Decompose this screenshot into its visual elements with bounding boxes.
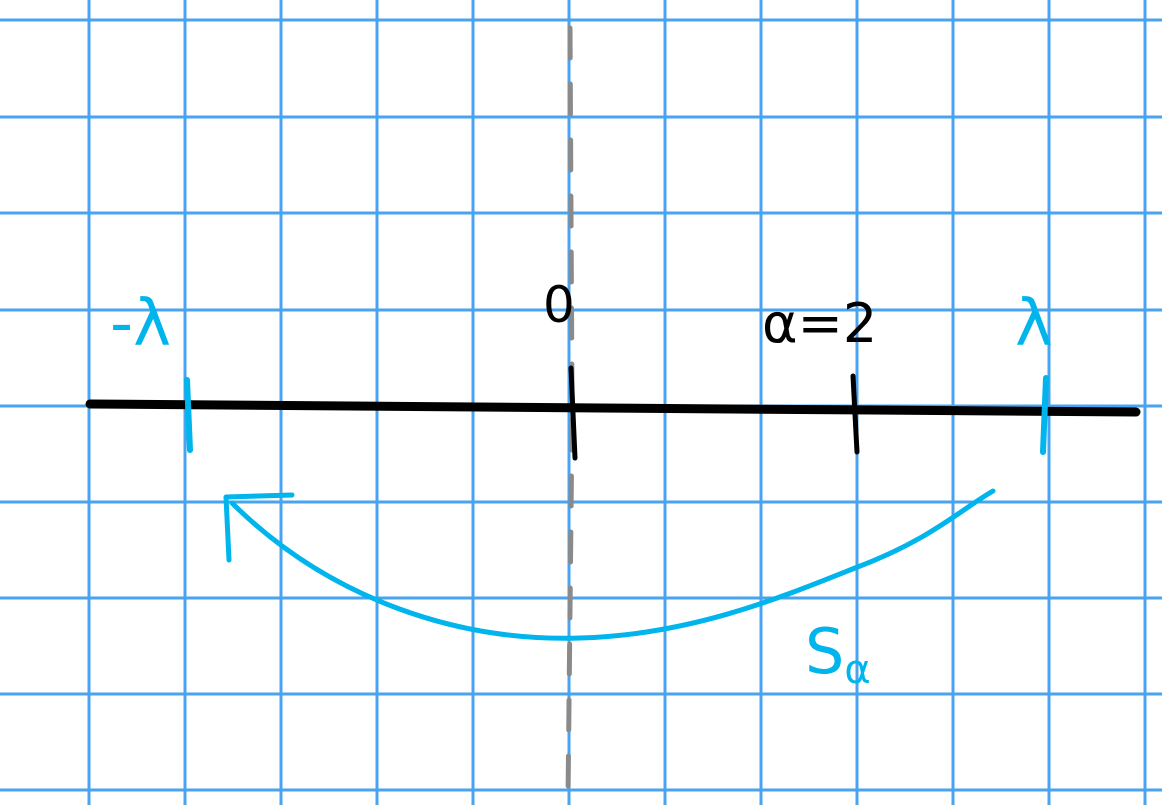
label-zero: 0	[543, 276, 575, 334]
tick-alpha	[850, 373, 860, 455]
label-s-alpha-main: S	[805, 615, 844, 688]
tick-zero	[568, 365, 578, 461]
s-alpha-arrowhead	[223, 492, 295, 563]
label-lambda: λ	[1015, 287, 1053, 361]
real-axis	[85, 399, 1141, 417]
label-alpha-equals-2: α=2	[762, 292, 877, 355]
label-s-alpha: Sα	[805, 615, 871, 693]
symmetry-dashed-line	[565, 25, 575, 803]
label-minus-lambda: -λ	[110, 287, 171, 361]
tick-lambda	[1040, 375, 1049, 455]
tick-minus-lambda	[184, 377, 193, 453]
s-alpha-arc	[229, 488, 996, 641]
label-s-alpha-sub: α	[844, 647, 870, 693]
